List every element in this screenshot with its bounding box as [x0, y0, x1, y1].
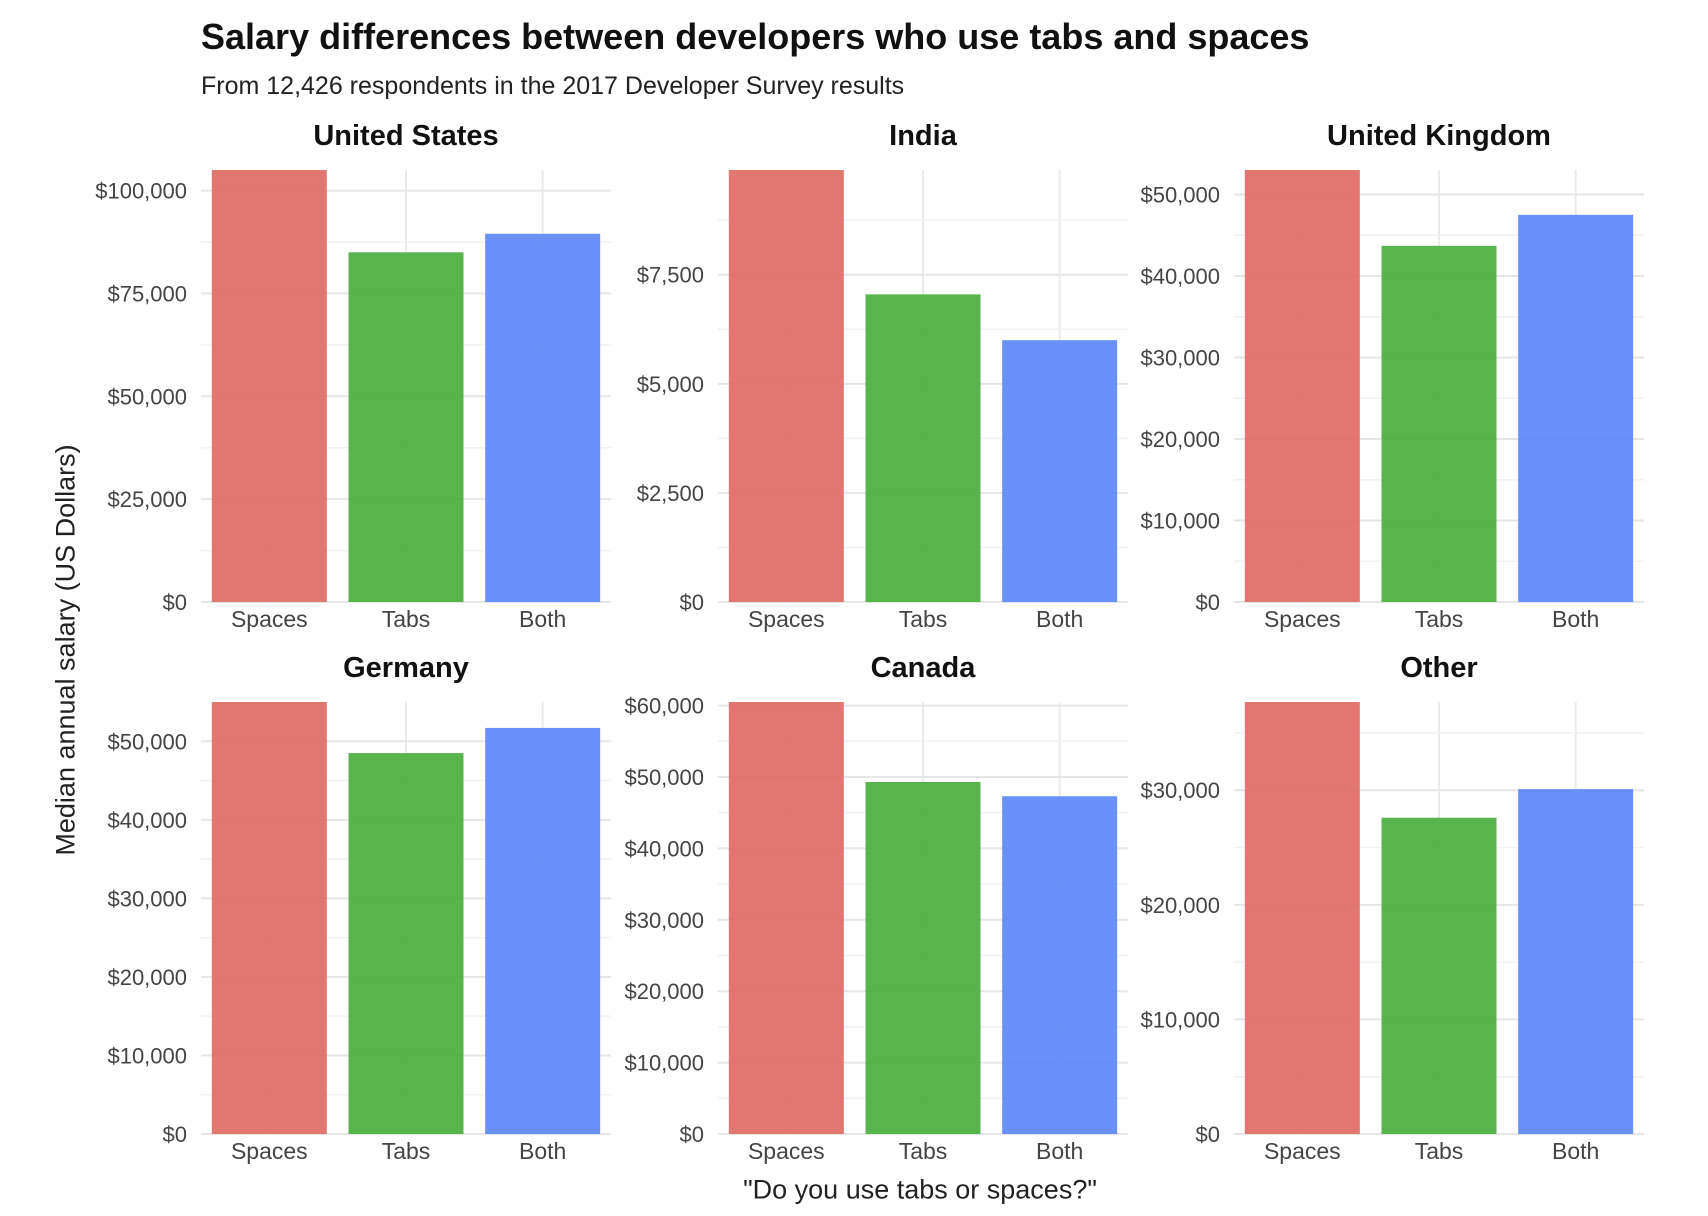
y-tick-label: $20,000 [1140, 893, 1220, 918]
y-tick-label: $30,000 [107, 886, 187, 911]
y-tick-label: $60,000 [624, 694, 704, 719]
bar-tabs [348, 753, 464, 1134]
y-tick-label: $10,000 [1140, 1007, 1220, 1032]
bar-tabs [348, 252, 464, 603]
x-tick-label: Both [1552, 606, 1599, 632]
bar-both [485, 233, 601, 602]
bar-both [1002, 340, 1118, 602]
y-tick-label: $30,000 [624, 908, 704, 933]
x-tick-label: Tabs [382, 1138, 431, 1164]
bar-both [485, 727, 601, 1134]
y-tick-label: $50,000 [1140, 182, 1220, 207]
chart-subtitle: From 12,426 respondents in the 2017 Deve… [201, 72, 905, 100]
facet-canada: $0 $10,000 $20,000 $30,000 $40,000 $50,000 $60… [624, 652, 1128, 1164]
x-tick-label: Spaces [231, 1138, 308, 1164]
facet-other: $0 $10,000 $20,000 $30,000 Spaces Tabs Both Oth… [1140, 652, 1644, 1164]
facet-title: Other [1400, 652, 1477, 684]
facet-title: Germany [343, 652, 469, 684]
bar-spaces [728, 170, 844, 602]
x-tick-label: Tabs [1415, 606, 1464, 632]
y-tick-label: $75,000 [107, 281, 187, 306]
bar-spaces [211, 702, 327, 1134]
y-tick-label: $50,000 [624, 765, 704, 790]
bar-spaces [1244, 702, 1360, 1134]
x-tick-label: Spaces [231, 606, 308, 632]
y-tick-label: $0 [163, 1122, 187, 1147]
y-tick-label: $20,000 [624, 979, 704, 1004]
y-tick-label: $7,500 [637, 263, 704, 288]
x-tick-label: Spaces [748, 1138, 825, 1164]
y-tick-label: $10,000 [1140, 508, 1220, 533]
y-tick-label: $50,000 [107, 729, 187, 754]
bar-tabs [1381, 817, 1497, 1134]
y-tick-label: $5,000 [637, 372, 704, 397]
y-tick-label: $50,000 [107, 384, 187, 409]
y-tick-label: $0 [1196, 590, 1220, 615]
y-tick-label: $30,000 [1140, 345, 1220, 370]
x-tick-label: Both [519, 1138, 566, 1164]
y-tick-label: $100,000 [95, 179, 187, 204]
y-tick-label: $2,500 [637, 481, 704, 506]
y-tick-label: $30,000 [1140, 778, 1220, 803]
facet-united-kingdom: $0 $10,000 $20,000 $30,000 $40,000 $50,000 Spa… [1140, 120, 1644, 632]
y-tick-label: $0 [1196, 1122, 1220, 1147]
x-tick-label: Tabs [899, 1138, 948, 1164]
facet-india: $0 $2,500 $5,000 $7,500 Spaces Tabs Both India [637, 120, 1128, 632]
x-tick-label: Spaces [748, 606, 825, 632]
y-tick-label: $40,000 [624, 836, 704, 861]
y-tick-label: $10,000 [624, 1051, 704, 1076]
bar-tabs [1381, 245, 1497, 602]
x-tick-label: Spaces [1264, 1138, 1341, 1164]
x-tick-label: Tabs [382, 606, 431, 632]
x-tick-label: Both [1036, 606, 1083, 632]
bar-spaces [211, 170, 327, 602]
bar-spaces [728, 702, 844, 1134]
y-tick-label: $40,000 [1140, 264, 1220, 289]
y-tick-label: $10,000 [107, 1043, 187, 1068]
facet-title: United States [313, 120, 498, 152]
bar-both [1518, 214, 1634, 602]
x-tick-label: Both [519, 606, 566, 632]
facet-germany: $0 $10,000 $20,000 $30,000 $40,000 $50,000 Spa… [107, 652, 611, 1164]
y-tick-label: $20,000 [107, 965, 187, 990]
bar-tabs [865, 781, 981, 1134]
bar-spaces [1244, 170, 1360, 602]
y-tick-label: $0 [680, 590, 704, 615]
facet-title: India [889, 120, 958, 152]
facet-title: Canada [871, 652, 977, 684]
y-tick-label: $0 [163, 590, 187, 615]
x-tick-label: Tabs [899, 606, 948, 632]
x-tick-label: Spaces [1264, 606, 1341, 632]
bar-both [1002, 796, 1118, 1134]
facet-united-states: $0 $25,000 $50,000 $75,000 $100,000 Spaces Tab… [95, 120, 611, 632]
chart-title: Salary differences between developers wh… [201, 16, 1310, 57]
x-tick-label: Tabs [1415, 1138, 1464, 1164]
y-tick-label: $25,000 [107, 487, 187, 512]
y-tick-label: $40,000 [107, 808, 187, 833]
facet-title: United Kingdom [1327, 120, 1551, 152]
y-tick-label: $0 [680, 1122, 704, 1147]
x-tick-label: Both [1552, 1138, 1599, 1164]
x-tick-label: Both [1036, 1138, 1083, 1164]
y-tick-label: $20,000 [1140, 427, 1220, 452]
bar-both [1518, 789, 1634, 1134]
bar-tabs [865, 294, 981, 602]
x-axis-label: "Do you use tabs or spaces?" [743, 1174, 1097, 1205]
